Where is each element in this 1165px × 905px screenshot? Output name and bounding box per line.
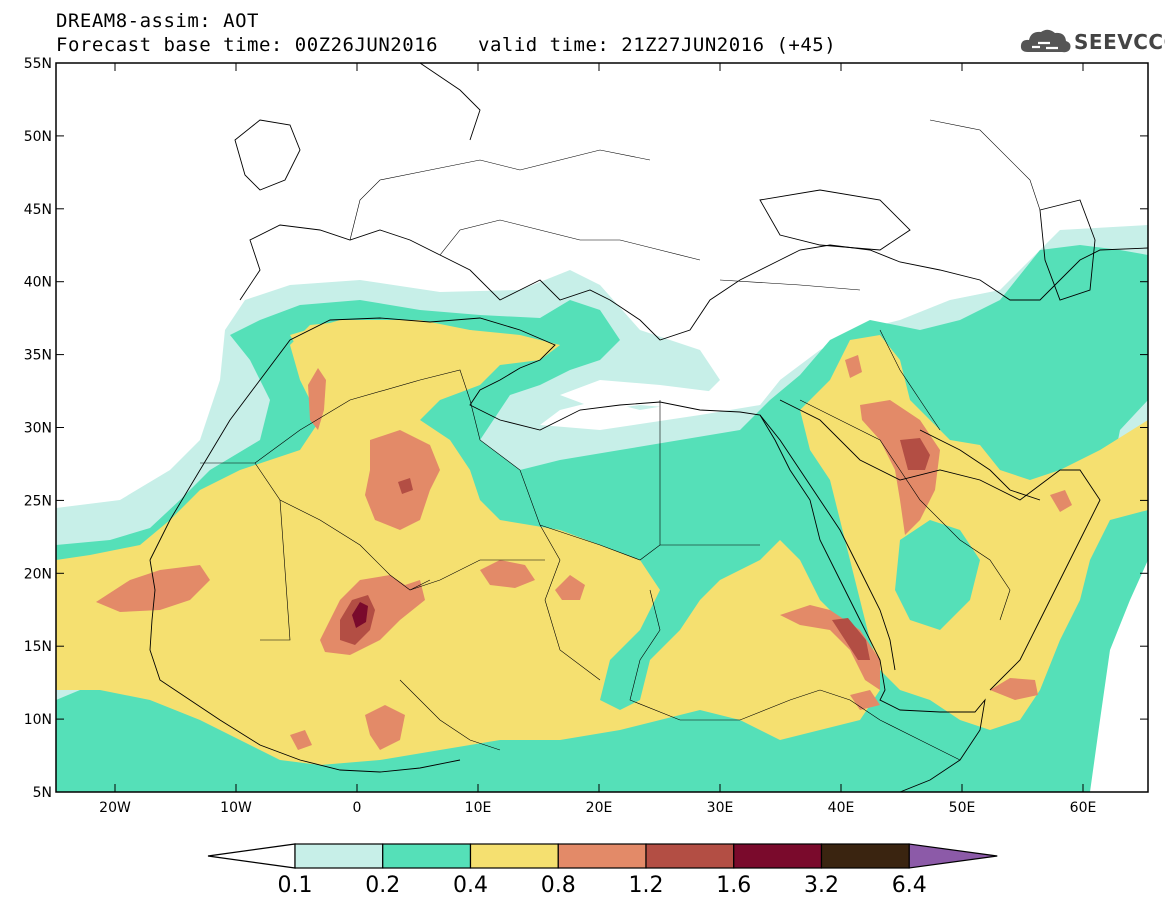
aot-band-0.4-west [56,320,880,765]
border-libya [539,400,661,561]
lat-label: 5N [33,785,52,801]
colorbar-label: 3.2 [804,873,839,898]
border-sudan [629,589,821,721]
base-time-text: Forecast base time: 00Z26JUN2016 [56,34,439,56]
colorbar: 0.1 0.2 0.4 0.8 1.2 1.6 3.2 6.4 [207,843,998,898]
mediterranean-clear [560,380,780,410]
colorbar-min-arrow [207,843,296,869]
chart-title: DREAM8-assim: AOT [56,10,259,32]
europe-coast [239,224,1148,341]
patch-nigeria [365,705,405,750]
colorbar-label: 0.8 [541,873,576,898]
core-algeria [398,478,413,494]
lat-label: 30N [24,421,52,437]
colorbar-swatch [469,843,559,869]
lon-label: 10W [220,800,252,816]
lat-label: 15N [24,639,52,655]
lon-label: 40E [828,800,855,816]
border-horn [819,689,961,761]
lon-label: 0 [353,800,362,816]
patch-liberia [290,730,312,750]
colorbar-swatch [645,843,735,869]
arabia-coast [779,399,1101,691]
patch-syria [845,355,862,378]
border-saudi [799,399,1011,621]
colorbar-swatch [557,843,647,869]
lon-label: 20W [99,800,131,816]
colorbar-label: 0.1 [278,873,313,898]
patch-iraq [860,400,940,535]
colorbar-swatch [382,843,472,869]
logo-text: SEEVCCC [1074,30,1165,54]
red-sea [759,414,896,671]
coastlines [149,63,1148,792]
colorbar-swatch [820,843,910,869]
country-borders [200,119,1041,761]
lat-label: 55N [24,56,52,72]
aot-band-0.4-arabia-gap [895,520,980,630]
scandinavia [419,63,481,141]
border-central-asia [929,119,1041,211]
lon-label: 60E [1070,800,1097,816]
colorbar-label: 0.4 [453,873,488,898]
core-iraq [900,438,930,470]
border-niger [409,559,545,591]
colorbar-label: 1.2 [629,873,664,898]
lon-label: 30E [707,800,734,816]
colorbar-label: 0.2 [365,873,400,898]
valid-time-text: valid time: 21Z27JUN2016 (+45) [478,34,837,56]
cloud-icon [1020,29,1071,53]
colorbar-label: 1.6 [716,873,751,898]
patch-morocco-north [308,368,326,430]
core-sudan [832,618,870,660]
border-europe-2 [439,219,701,261]
patch-algeria [365,430,440,530]
patch-west-africa [96,565,210,612]
border-nigeria [399,679,501,751]
patch-chad [555,575,585,600]
patch-gulf [1050,490,1072,512]
patch-niger [480,560,535,588]
lat-label: 20N [24,566,52,582]
border-mali [279,499,431,591]
axis-labels: 55N 50N 45N 40N 35N 30N 25N 20N 15N 10N 5N 20W 10W 0 1… [24,56,1148,816]
britain [234,119,301,191]
colorbar-label: 6.4 [892,873,927,898]
border-turkey [719,279,861,291]
west-africa-coast [149,559,461,773]
seevccc-logo: SEEVCCC [1018,26,1165,56]
caspian [1039,199,1096,301]
border-europe-1 [349,149,651,241]
africa-coast [149,317,986,792]
lat-label: 50N [24,129,52,145]
border-algeria [254,369,541,526]
lat-label: 25N [24,493,52,509]
persian-gulf [919,429,1041,501]
lat-label: 40N [24,275,52,291]
colorbar-swatch [733,843,823,869]
lat-label: 35N [24,348,52,364]
aot-band-1.6 [352,602,368,628]
border-chad [539,524,601,681]
colorbar-max-arrow [908,843,998,869]
colorbar-swatch [294,843,384,869]
lon-label: 50E [949,800,976,816]
border-iran [879,329,941,431]
black-sea [759,189,911,251]
lon-label: 20E [586,800,613,816]
lat-label: 45N [24,202,52,218]
forecast-base-time: Forecast base time: 00Z26JUN2016 valid ti… [56,34,836,56]
lat-label: 10N [24,712,52,728]
patch-oman [990,678,1038,700]
aot-band-0.4-morocco [290,320,560,395]
lon-label: 10E [465,800,492,816]
